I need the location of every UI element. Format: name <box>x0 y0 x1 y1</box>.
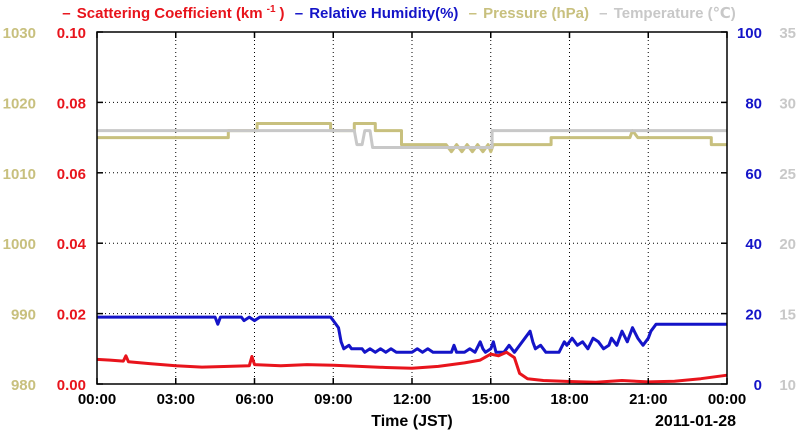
x-tick-label: 15:00 <box>472 391 510 408</box>
x-tick-label: 03:00 <box>157 391 195 408</box>
pressure-tick-label: 1030 <box>3 25 36 42</box>
temperature-tick-label: 15 <box>779 307 796 324</box>
legend-relative-humidity: – Relative Humidity(%) <box>294 5 459 22</box>
x-tick-label: 06:00 <box>235 391 273 408</box>
x-axis-label: Time (JST) <box>371 413 453 430</box>
x-tick-label: 00:00 <box>78 391 116 408</box>
temperature-tick-label: 20 <box>779 236 796 253</box>
rh-tick-label: 100 <box>737 25 762 42</box>
x-tick-label: 12:00 <box>393 391 431 408</box>
pressure-tick-label: 1010 <box>3 166 36 183</box>
temperature-tick-label: 30 <box>779 95 796 112</box>
temperature-tick-label: 25 <box>779 166 796 183</box>
x-tick-label: 21:00 <box>629 391 667 408</box>
scattering-tick-label: 0.10 <box>57 25 86 42</box>
pressure-tick-label: 1020 <box>3 95 36 112</box>
scattering-tick-label: 0.06 <box>57 166 86 183</box>
pressure-tick-label: 980 <box>11 377 36 394</box>
legend: – Scattering Coefficient (km -1) – Relati… <box>0 4 800 22</box>
rh-tick-label: 60 <box>745 166 762 183</box>
x-tick-label: 18:00 <box>550 391 588 408</box>
rh-tick-label: 80 <box>745 95 762 112</box>
date-label: 2011-01-28 <box>655 413 736 430</box>
x-tick-label: 00:00 <box>708 391 746 408</box>
pressure-tick-label: 990 <box>11 307 36 324</box>
rh-tick-label: 20 <box>745 307 762 324</box>
scattering-tick-label: 0.02 <box>57 307 86 324</box>
series-line <box>97 129 727 149</box>
pressure-tick-label: 1000 <box>3 236 36 253</box>
temperature-tick-label: 35 <box>779 25 796 42</box>
scattering-tick-label: 0.00 <box>57 377 86 394</box>
x-tick-label: 09:00 <box>314 391 352 408</box>
legend-scattering: – Scattering Coefficient (km -1) <box>62 4 285 22</box>
rh-tick-label: 40 <box>745 236 762 253</box>
series-line <box>97 315 727 354</box>
temperature-tick-label: 10 <box>779 377 796 394</box>
scattering-tick-label: 0.08 <box>57 95 86 112</box>
series-line <box>96 350 728 384</box>
scattering-tick-label: 0.04 <box>57 236 87 253</box>
legend-pressure: – Pressure (hPa) <box>468 5 589 22</box>
rh-tick-label: 0 <box>754 377 762 394</box>
legend-temperature: – Temperature (℃) <box>599 5 736 22</box>
